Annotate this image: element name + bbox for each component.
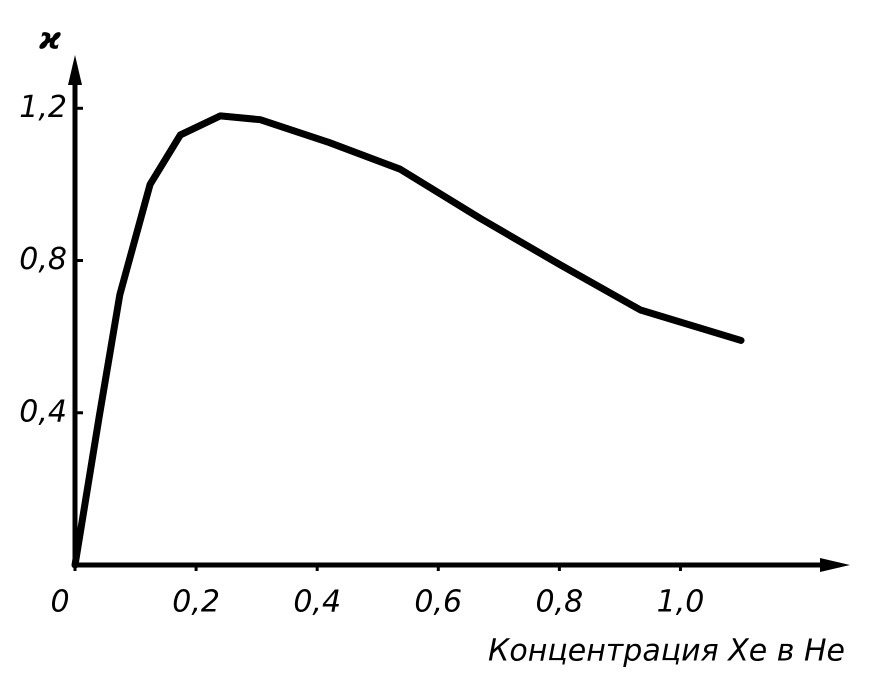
y-tick-label: 1,2 bbox=[19, 90, 67, 125]
x-tick-label: 0,2 bbox=[172, 585, 220, 620]
x-axis-label: Концентрация Xe в He bbox=[488, 634, 845, 669]
y-tick-label: 0,4 bbox=[19, 394, 67, 429]
data-line bbox=[71, 112, 745, 569]
y-axis-arrow bbox=[68, 55, 82, 85]
x-tick-label: 0,4 bbox=[293, 585, 341, 620]
x-tick-label: 1,0 bbox=[657, 585, 705, 620]
y-tick-label: 0,8 bbox=[19, 242, 67, 277]
x-axis-arrow bbox=[820, 558, 850, 572]
x-tick-label: 0,6 bbox=[414, 585, 462, 620]
x-tick-label: 0 bbox=[50, 585, 69, 620]
y-axis-label: ϰ bbox=[39, 22, 62, 57]
x-tick-label: 0,8 bbox=[536, 585, 584, 620]
